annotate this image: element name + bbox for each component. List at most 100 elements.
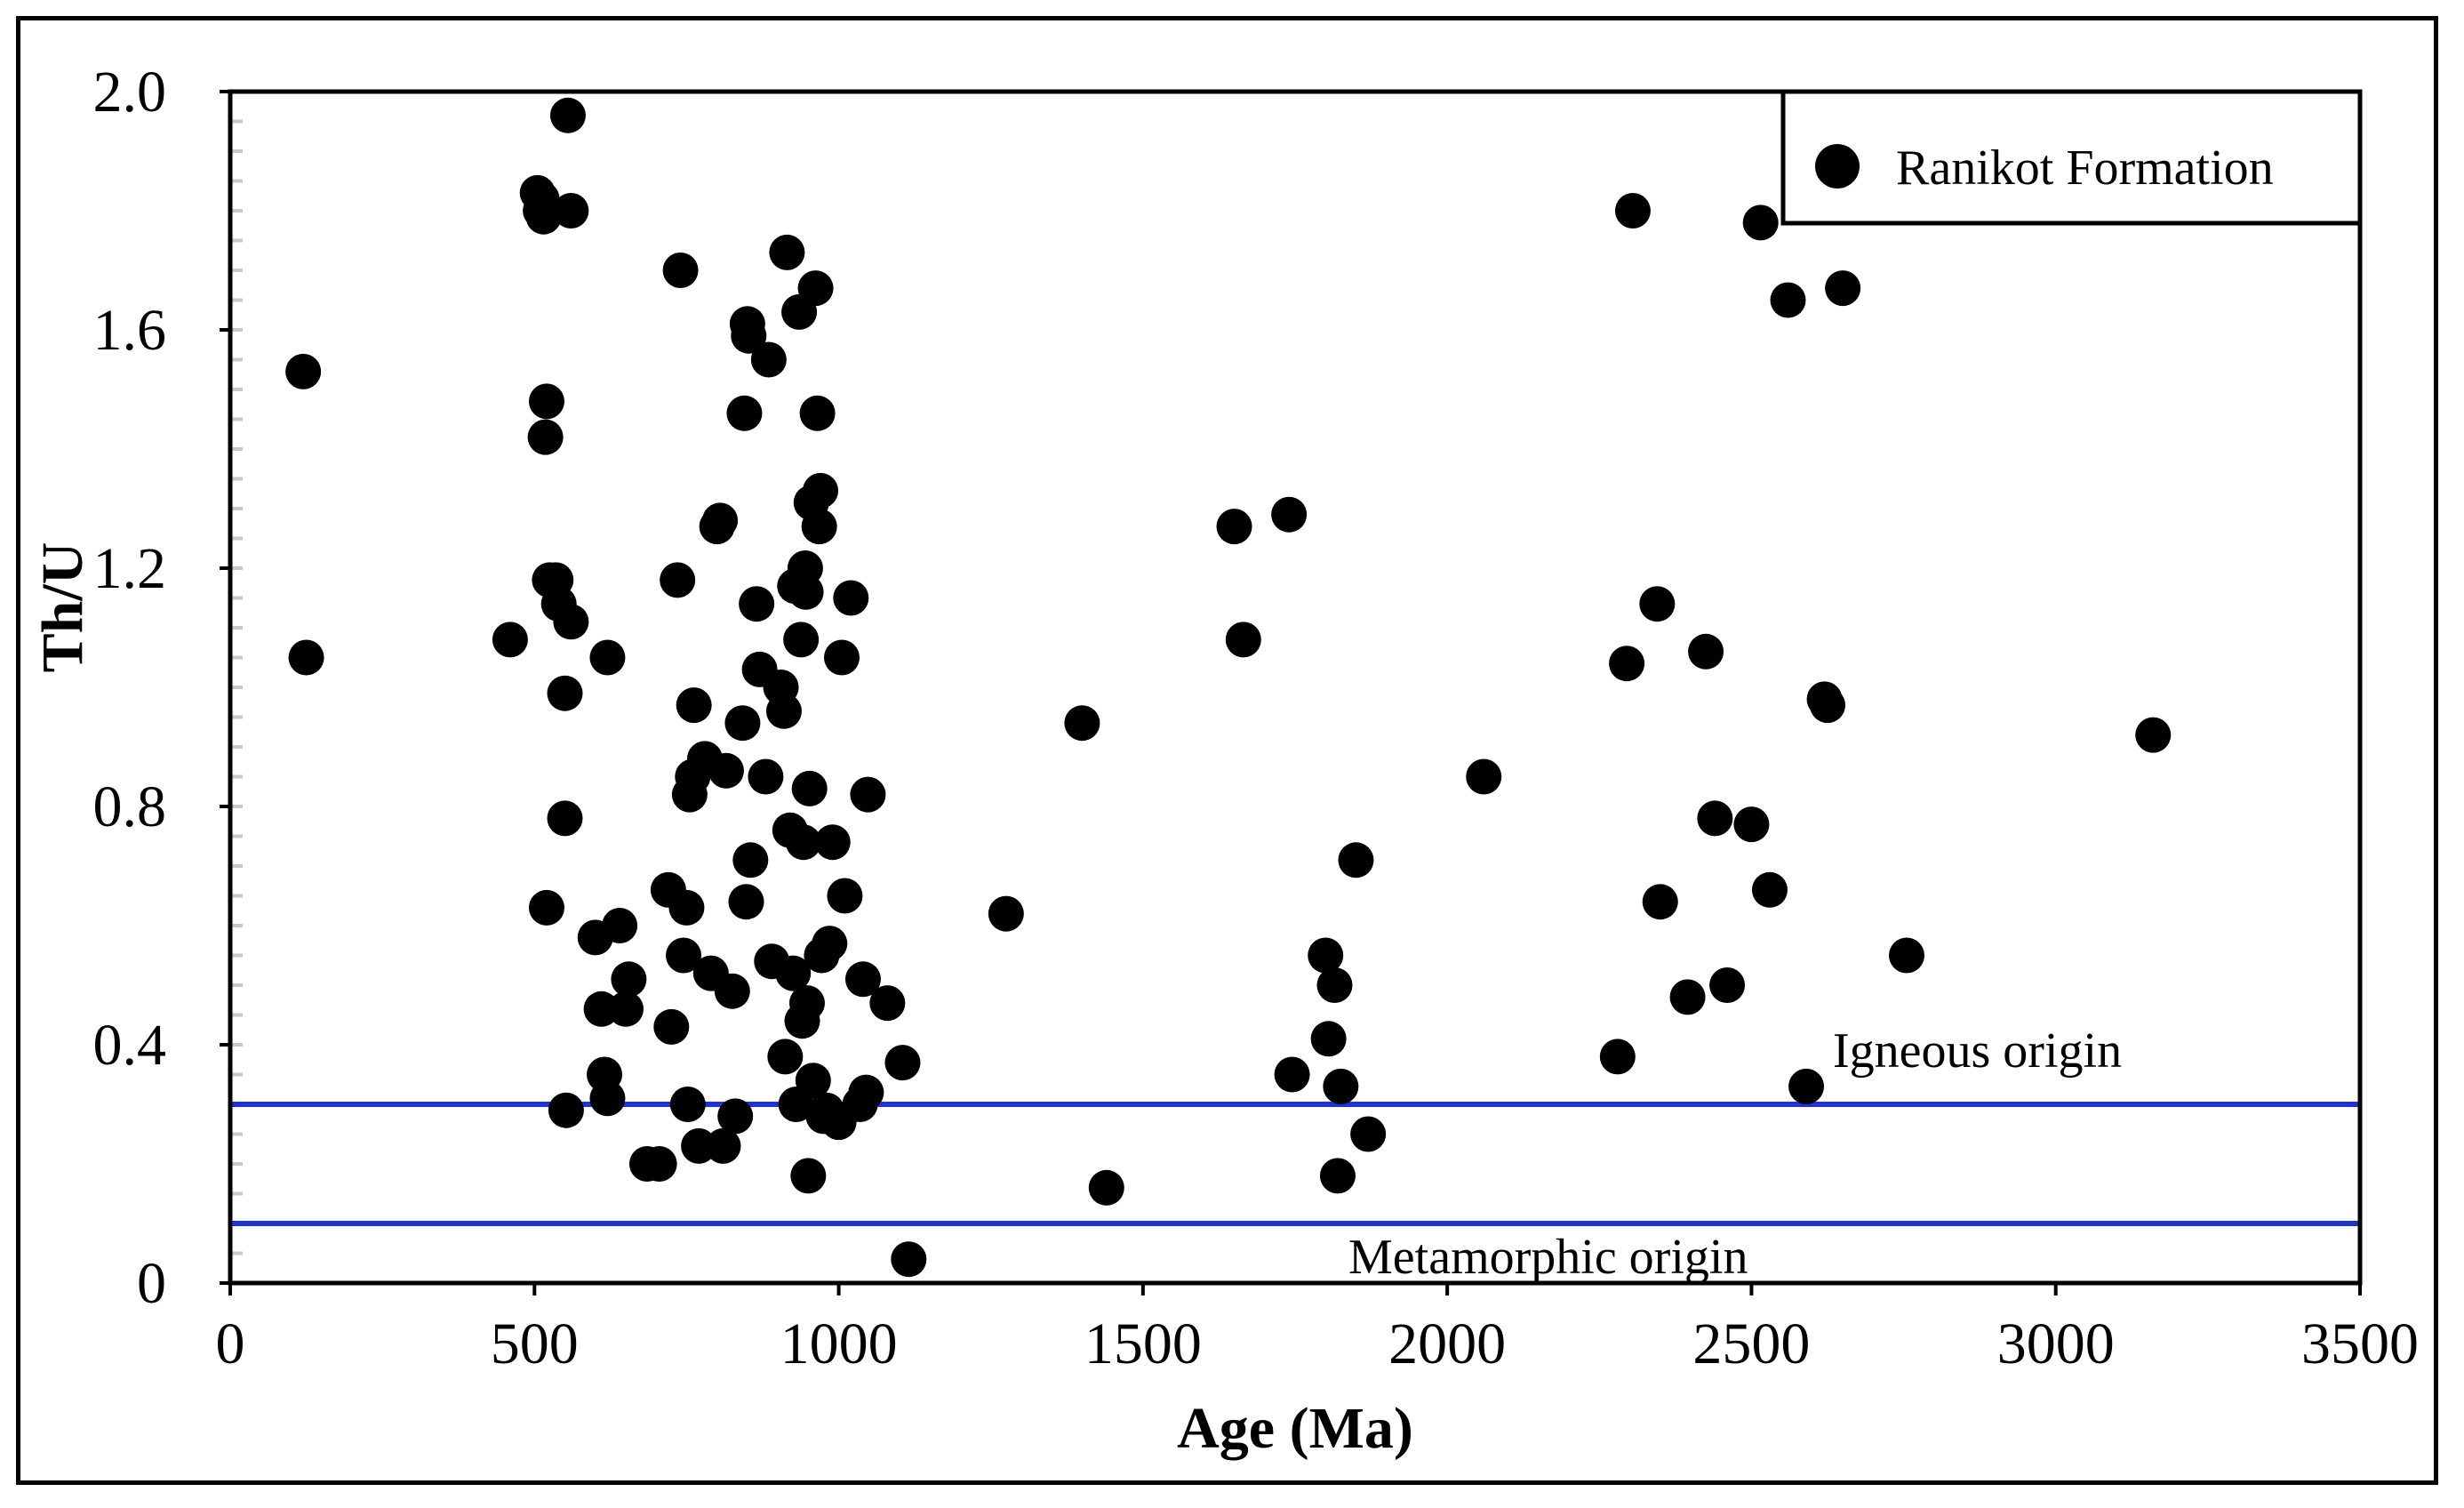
- x-tick-label: 500: [491, 1311, 579, 1376]
- data-point: [739, 586, 775, 622]
- data-point: [788, 574, 824, 610]
- data-point: [1742, 205, 1779, 241]
- data-point: [1316, 967, 1353, 1003]
- data-point: [553, 604, 589, 640]
- data-point: [662, 253, 699, 288]
- annotations: Igneous origin Metamorphic origin: [1348, 1023, 2122, 1285]
- data-point: [1709, 967, 1746, 1003]
- data-point: [750, 341, 787, 378]
- data-point: [1308, 937, 1344, 974]
- data-point: [528, 383, 564, 420]
- legend-label: Ranikot Formation: [1896, 140, 2274, 196]
- data-point: [681, 1127, 717, 1164]
- igneous-origin-label: Igneous origin: [1833, 1023, 2122, 1079]
- data-point: [814, 824, 851, 861]
- data-point: [492, 622, 528, 658]
- data-point: [833, 580, 869, 616]
- data-point: [1669, 979, 1706, 1015]
- x-axis-title: Age (Ma): [1177, 1396, 1413, 1461]
- data-point: [1466, 758, 1502, 795]
- data-point: [1770, 282, 1806, 318]
- data-point: [1609, 646, 1645, 682]
- data-point: [589, 639, 626, 676]
- data-point: [1825, 270, 1861, 307]
- data-point: [790, 1158, 827, 1194]
- data-point: [528, 889, 564, 926]
- data-point: [765, 693, 802, 729]
- x-tick-label: 2500: [1692, 1311, 1810, 1376]
- data-point: [1788, 1068, 1825, 1104]
- data-point: [797, 270, 834, 307]
- data-point: [607, 991, 644, 1027]
- data-point: [732, 842, 769, 878]
- x-tick-label: 1500: [1084, 1311, 1202, 1376]
- x-tick-label: 3000: [1997, 1311, 2115, 1376]
- data-point: [611, 961, 647, 998]
- data-point: [731, 317, 767, 354]
- data-point: [1338, 842, 1374, 878]
- y-tick-label: 0: [137, 1251, 166, 1316]
- data-point: [1323, 1068, 1359, 1104]
- data-point: [549, 97, 586, 133]
- data-point: [775, 955, 812, 991]
- data-point: [1614, 193, 1651, 229]
- data-point: [714, 973, 750, 1009]
- x-tick-label: 0: [216, 1311, 245, 1376]
- data-point: [891, 1241, 927, 1278]
- data-point: [527, 419, 564, 455]
- data-point: [1310, 1021, 1347, 1057]
- data-point: [812, 926, 848, 962]
- data-point: [1225, 622, 1261, 658]
- data-point: [850, 776, 886, 813]
- data-point: [653, 1008, 690, 1045]
- data-point: [1274, 1056, 1310, 1093]
- y-tick-label: 1.6: [93, 298, 167, 363]
- data-point: [884, 1045, 921, 1081]
- data-point: [1216, 509, 1252, 545]
- figure-frame: [16, 16, 2438, 1485]
- data-point: [803, 472, 839, 509]
- data-point: [705, 1127, 741, 1164]
- x-tick-label: 2000: [1388, 1311, 1506, 1376]
- data-point: [791, 770, 828, 806]
- data-point: [1639, 586, 1676, 622]
- data-point: [589, 1080, 626, 1117]
- data-point: [708, 752, 744, 789]
- data-point: [728, 884, 764, 920]
- reference-lines: [230, 1102, 2360, 1226]
- data-point: [669, 1087, 706, 1122]
- data-point: [726, 395, 763, 431]
- y-axis-title: Th/U: [30, 542, 95, 673]
- data-point: [1888, 937, 1924, 974]
- data-points: [285, 97, 2172, 1278]
- data-point: [1642, 884, 1678, 920]
- data-point: [785, 824, 821, 861]
- data-point: [767, 1039, 804, 1075]
- data-point: [547, 800, 583, 837]
- data-point: [1599, 1039, 1636, 1075]
- y-tick-label: 1.2: [93, 536, 167, 601]
- data-point: [1733, 806, 1770, 843]
- data-point: [1350, 1116, 1387, 1152]
- plot-area: [228, 89, 2363, 1286]
- data-point: [1088, 1169, 1124, 1206]
- y-tick-label: 0.8: [93, 774, 167, 839]
- data-point: [602, 908, 638, 943]
- data-point: [548, 1092, 584, 1128]
- legend-box: [1780, 89, 2363, 226]
- legend: Ranikot Formation: [1780, 89, 2363, 226]
- data-point: [285, 353, 322, 389]
- data-point: [641, 1146, 677, 1182]
- data-point: [788, 985, 825, 1022]
- data-point: [1688, 633, 1724, 670]
- data-point: [724, 705, 761, 742]
- data-point: [1697, 800, 1733, 837]
- data-point: [748, 758, 784, 795]
- data-point: [848, 1074, 884, 1111]
- data-point: [1064, 705, 1100, 742]
- x-tick-label: 3500: [2301, 1311, 2419, 1376]
- data-point: [547, 675, 583, 711]
- data-point: [827, 878, 863, 914]
- data-point: [676, 687, 712, 724]
